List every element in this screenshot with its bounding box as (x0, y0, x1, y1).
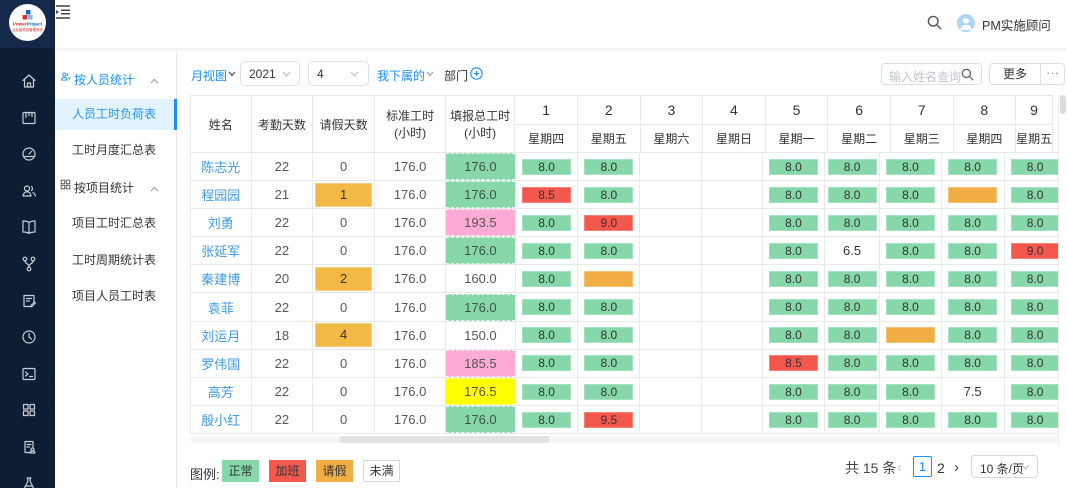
svg-text:PowerProject: PowerProject (13, 22, 43, 27)
svg-text:企业级项目管理系统: 企业级项目管理系统 (12, 27, 43, 32)
